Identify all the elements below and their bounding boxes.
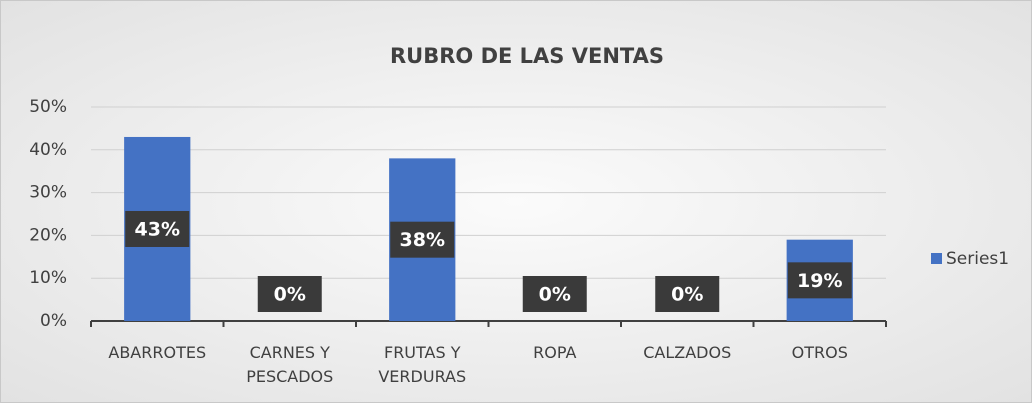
data-label: 0% (539, 284, 571, 306)
data-label: 43% (135, 218, 180, 240)
data-label-box (257, 276, 322, 312)
y-tick-label: 50% (29, 97, 67, 117)
data-label-box (787, 262, 852, 299)
legend-label: Series1 (946, 249, 1009, 269)
data-label-box (390, 221, 455, 258)
data-label-box (655, 276, 720, 312)
x-tick-label: ABARROTES (108, 343, 207, 362)
x-tick-label: OTROS (791, 343, 848, 362)
y-tick-label: 30% (29, 183, 67, 203)
chart-title: RUBRO DE LAS VENTAS (390, 44, 664, 68)
data-label-box (125, 210, 190, 247)
x-tick-label: CARNES Y PESCADOS (246, 343, 334, 386)
x-tick-label: ROPA (533, 343, 577, 362)
y-tick-label: 40% (29, 140, 67, 160)
y-tick-label: 20% (29, 225, 67, 245)
y-tick-label: 10% (29, 268, 67, 288)
y-tick-label: 0% (40, 311, 67, 331)
x-tick-label: FRUTAS Y VERDURAS (378, 343, 467, 386)
legend-swatch (931, 253, 942, 264)
data-label: 38% (400, 229, 445, 251)
data-label: 0% (274, 284, 306, 306)
data-label: 19% (797, 270, 842, 292)
data-label-box (522, 276, 587, 312)
data-label: 0% (671, 284, 703, 306)
x-tick-label: CALZADOS (643, 343, 732, 362)
